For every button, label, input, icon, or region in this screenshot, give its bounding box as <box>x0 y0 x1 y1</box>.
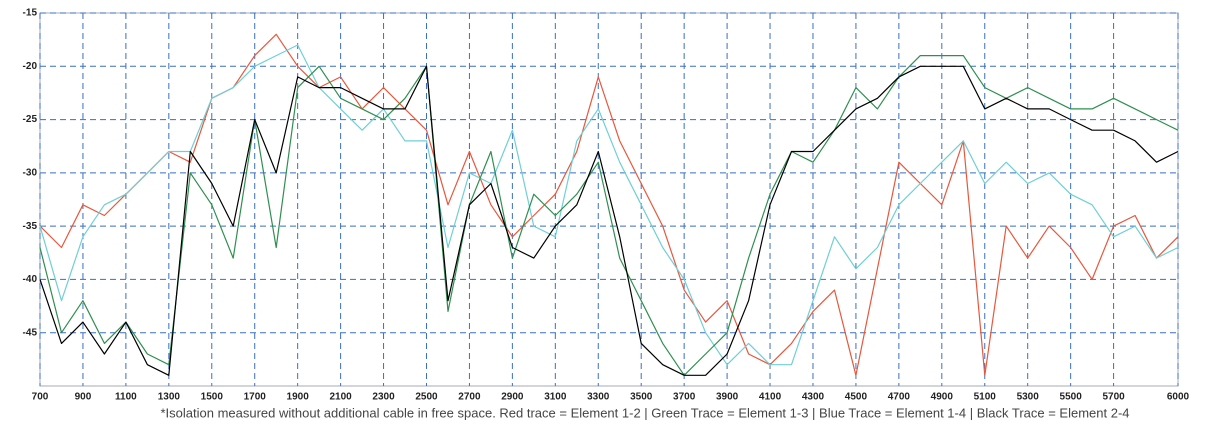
x-tick-label: 1100 <box>115 392 137 403</box>
series-line <box>39 65 1179 376</box>
x-tick-label: 5100 <box>974 392 997 403</box>
series-line <box>39 55 1179 376</box>
x-tick-label: 1900 <box>287 392 310 403</box>
series-line <box>39 44 1179 366</box>
x-tick-label: 4100 <box>759 392 782 403</box>
plot-area <box>39 12 1179 387</box>
y-tick-label: -45 <box>23 327 38 338</box>
y-tick-label: -15 <box>23 8 38 19</box>
y-tick-label: -20 <box>23 61 38 72</box>
x-tick-label: 6000 <box>1167 392 1190 403</box>
x-tick-label: 1500 <box>201 392 224 403</box>
x-tick-label: 1300 <box>158 392 181 403</box>
x-tick-label: 2300 <box>372 392 395 403</box>
x-tick-label: 700 <box>32 392 49 403</box>
x-tick-label: 2500 <box>415 392 438 403</box>
x-tick-label: 3900 <box>716 392 739 403</box>
x-tick-label: 5500 <box>1060 392 1083 403</box>
x-tick-label: 4500 <box>845 392 868 403</box>
x-tick-label: 5700 <box>1102 392 1125 403</box>
x-tick-label: 1700 <box>244 392 267 403</box>
y-tick-label: -35 <box>23 221 38 232</box>
caption: *Isolation measured without additional c… <box>160 405 1129 420</box>
x-tick-label: 4700 <box>888 392 911 403</box>
x-tick-label: 3100 <box>544 392 567 403</box>
x-tick-label: 3300 <box>587 392 610 403</box>
x-tick-label: 3700 <box>673 392 696 403</box>
y-tick-label: -30 <box>23 167 38 178</box>
x-tick-label: 2900 <box>501 392 524 403</box>
x-tick-label: 4900 <box>931 392 954 403</box>
x-tick-label: 4300 <box>802 392 825 403</box>
x-tick-label: 3500 <box>630 392 653 403</box>
y-tick-label: -25 <box>23 114 38 125</box>
y-tick-label: -40 <box>23 274 38 285</box>
x-tick-label: 5300 <box>1017 392 1040 403</box>
x-tick-label: 2700 <box>458 392 481 403</box>
x-tick-label: 900 <box>75 392 92 403</box>
x-tick-label: 2100 <box>329 392 352 403</box>
